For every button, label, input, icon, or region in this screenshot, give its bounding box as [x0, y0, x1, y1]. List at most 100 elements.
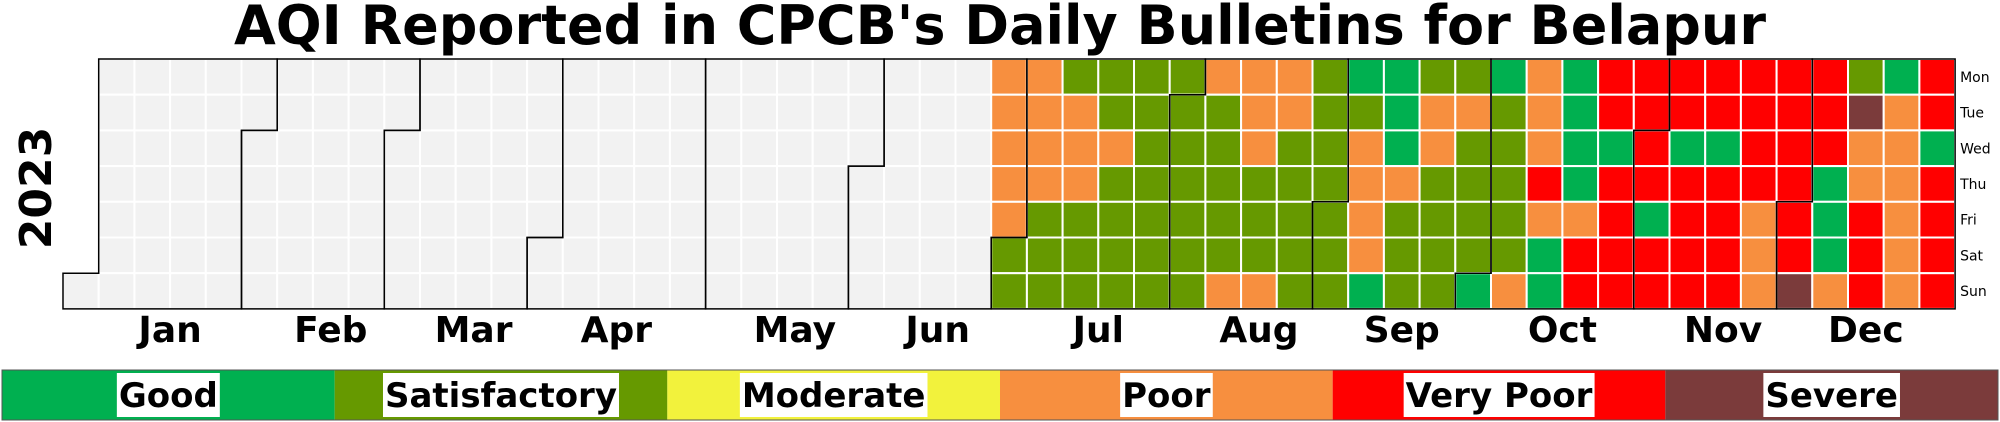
- day-cell: [1418, 93, 1457, 132]
- day-cell: [1418, 236, 1457, 275]
- day-cell: [1097, 129, 1136, 168]
- day-cell: [1240, 200, 1278, 239]
- legend-label-background: [382, 373, 620, 417]
- day-cell: [1382, 200, 1421, 239]
- day-cell: [1418, 165, 1457, 203]
- day-cell: [169, 93, 207, 132]
- day-cell: [1311, 272, 1350, 310]
- day-cell: [1597, 129, 1635, 168]
- day-cell: [1918, 272, 1957, 310]
- month-label: Jul: [1070, 310, 1124, 351]
- day-cell: [1311, 58, 1350, 96]
- day-cell: [918, 236, 957, 275]
- day-cell: [1597, 200, 1635, 239]
- day-cell: [1704, 165, 1742, 203]
- day-cell: [1668, 58, 1707, 96]
- day-cell: [990, 165, 1028, 203]
- day-cell: [1668, 165, 1707, 203]
- day-cell: [704, 165, 743, 203]
- day-cell: [1561, 200, 1600, 239]
- day-cell: [1525, 129, 1564, 168]
- day-cell: [133, 93, 172, 132]
- day-cell: [1382, 236, 1421, 275]
- day-cell: [1168, 58, 1207, 96]
- day-cell: [347, 58, 386, 96]
- day-cell: [1133, 58, 1171, 96]
- day-cell: [490, 200, 529, 239]
- day-cell: [561, 165, 600, 203]
- day-cell: [1847, 58, 1885, 96]
- legend-label-background: [116, 373, 220, 417]
- day-cell: [740, 129, 778, 168]
- day-cell: [776, 165, 814, 203]
- day-cell: [1632, 58, 1671, 96]
- day-cell: [169, 58, 207, 96]
- day-cell: [561, 272, 600, 310]
- day-cell: [454, 58, 493, 96]
- day-cell: [1204, 129, 1243, 168]
- day-cell: [811, 236, 850, 275]
- day-cell: [668, 272, 707, 310]
- chart-title: AQI Reported in CPCB's Daily Bulletins f…: [234, 0, 1766, 57]
- day-cell: [526, 236, 564, 275]
- day-cell: [97, 58, 136, 96]
- day-cell: [1454, 272, 1493, 310]
- day-cell: [383, 200, 421, 239]
- day-cell: [1097, 58, 1136, 96]
- day-cell: [490, 129, 529, 168]
- day-cell: [668, 129, 707, 168]
- day-cell: [1418, 272, 1457, 310]
- day-cell: [1847, 272, 1885, 310]
- day-cell: [383, 272, 421, 310]
- day-cell: [1597, 93, 1635, 132]
- day-cell: [1739, 200, 1778, 239]
- day-cell: [633, 165, 671, 203]
- day-cell: [204, 93, 243, 132]
- day-cell: [1490, 93, 1528, 132]
- day-cell: [1811, 236, 1850, 275]
- day-cell: [1847, 129, 1885, 168]
- day-cell: [1240, 165, 1278, 203]
- day-cell: [454, 165, 493, 203]
- month-label: Oct: [1528, 310, 1597, 351]
- day-cell: [204, 272, 243, 310]
- day-cell: [1882, 129, 1921, 168]
- day-cell: [597, 272, 636, 310]
- day-cell: [1133, 236, 1171, 275]
- day-cell: [1668, 272, 1707, 310]
- day-cell: [740, 165, 778, 203]
- day-cell: [347, 236, 386, 275]
- day-cell: [668, 236, 707, 275]
- day-cell: [1882, 58, 1921, 96]
- day-cell: [1204, 58, 1243, 96]
- day-cell: [1347, 165, 1385, 203]
- day-cell: [311, 93, 350, 132]
- day-cell: [454, 272, 493, 310]
- day-cell: [1240, 272, 1278, 310]
- weekday-label: Thu: [1959, 177, 1986, 193]
- day-cell: [883, 93, 921, 132]
- day-cell: [526, 200, 564, 239]
- day-cell: [1847, 200, 1885, 239]
- day-cell: [526, 93, 564, 132]
- day-cell: [704, 93, 743, 132]
- day-cell: [561, 58, 600, 96]
- day-cell: [1490, 236, 1528, 275]
- day-cell: [311, 200, 350, 239]
- day-cell: [633, 58, 671, 96]
- day-cell: [169, 236, 207, 275]
- day-cell: [597, 165, 636, 203]
- day-cell: [1133, 200, 1171, 239]
- day-cell: [1668, 93, 1707, 132]
- day-cell: [347, 272, 386, 310]
- day-cell: [1347, 272, 1385, 310]
- legend-label: Satisfactory: [385, 376, 617, 416]
- day-cell: [1811, 165, 1850, 203]
- day-cell: [1525, 272, 1564, 310]
- day-cell: [1597, 272, 1635, 310]
- day-cell: [918, 200, 957, 239]
- day-cell: [204, 58, 243, 96]
- day-cell: [1418, 129, 1457, 168]
- day-cell: [811, 165, 850, 203]
- day-cell: [1597, 236, 1635, 275]
